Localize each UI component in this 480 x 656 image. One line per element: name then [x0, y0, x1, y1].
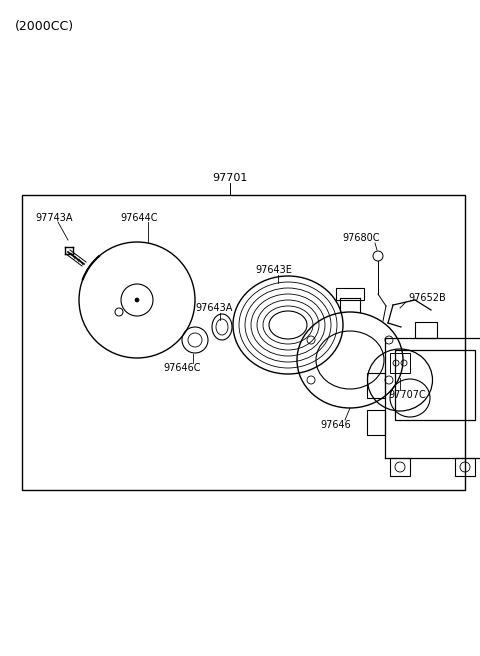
Bar — [390, 458, 410, 476]
Bar — [22, 195, 465, 490]
Text: 97701: 97701 — [212, 173, 248, 183]
Text: (2000CC): (2000CC) — [15, 20, 74, 33]
Bar — [367, 373, 385, 398]
Text: 97680C: 97680C — [342, 233, 380, 243]
Text: 97644C: 97644C — [120, 213, 157, 223]
Bar — [415, 322, 437, 338]
Text: 97707C: 97707C — [388, 390, 426, 400]
Bar — [367, 410, 385, 435]
Text: 97643E: 97643E — [255, 265, 292, 275]
Bar — [395, 350, 475, 420]
Circle shape — [135, 298, 139, 302]
Text: 97646C: 97646C — [163, 363, 201, 373]
Bar — [455, 458, 475, 476]
Text: 97652B: 97652B — [408, 293, 446, 303]
Bar — [336, 288, 364, 300]
Text: 97646: 97646 — [320, 420, 351, 430]
Text: 97743A: 97743A — [35, 213, 72, 223]
Bar — [390, 353, 410, 373]
Text: 97643A: 97643A — [195, 303, 232, 313]
